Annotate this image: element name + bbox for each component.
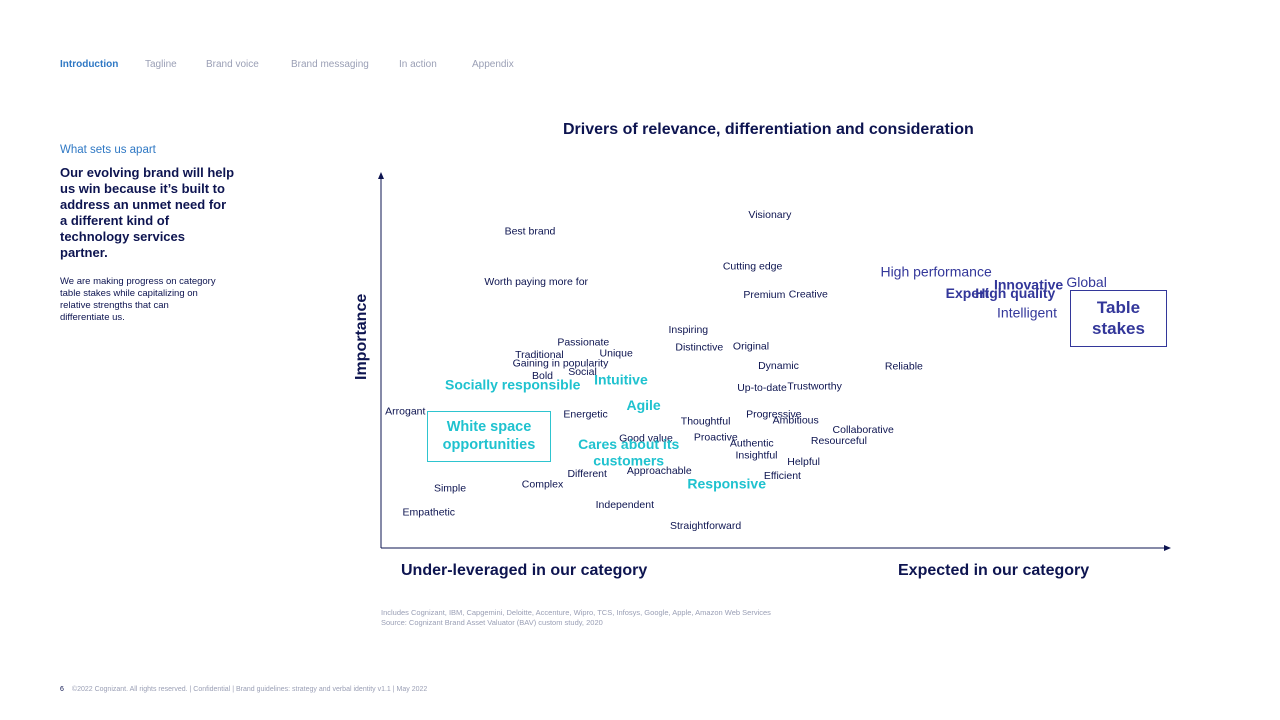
point-label-original: Original (733, 340, 769, 352)
point-label-best-brand: Best brand (505, 225, 556, 237)
white-space-opportunities-box: White space opportunities (427, 411, 551, 462)
point-label-premium: Premium (743, 289, 785, 301)
chart-title: Drivers of relevance, differentiation an… (563, 121, 974, 138)
point-label-traditional: Traditional (515, 349, 564, 361)
point-label-passionate: Passionate (557, 336, 609, 348)
tab-tagline[interactable]: Tagline (145, 59, 177, 70)
point-label-proactive: Proactive (694, 431, 738, 443)
point-label-reliable: Reliable (885, 360, 923, 372)
point-label-responsive: Responsive (687, 475, 766, 491)
point-label-simple: Simple (434, 483, 466, 495)
x-axis-label-right: Expected in our category (898, 562, 1090, 579)
point-label-approachable: Approachable (627, 465, 692, 477)
notes-companies: Includes Cognizant, IBM, Capgemini, Delo… (381, 608, 771, 617)
tab-introduction[interactable]: Introduction (60, 59, 119, 70)
point-label-cares-about-its-customers: Cares about its customers (578, 436, 679, 468)
point-label-complex: Complex (522, 478, 564, 490)
point-label-energetic: Energetic (563, 409, 607, 421)
point-label-helpful: Helpful (787, 456, 820, 468)
point-label-different: Different (567, 468, 607, 480)
point-label-creative: Creative (789, 288, 828, 300)
y-axis-arrow (378, 172, 384, 179)
sidebar-body: We are making progress on category table… (60, 276, 216, 323)
sidebar-kicker: What sets us apart (60, 144, 156, 156)
point-label-innovative: Innovative (994, 277, 1063, 293)
point-label-arrogant: Arrogant (385, 406, 425, 418)
point-label-efficient: Efficient (764, 470, 801, 482)
point-label-visionary: Visionary (748, 209, 792, 221)
point-label-empathetic: Empathetic (403, 506, 456, 518)
tab-appendix[interactable]: Appendix (472, 59, 514, 70)
tab-brand-voice[interactable]: Brand voice (206, 59, 259, 70)
point-label-intelligent: Intelligent (997, 305, 1057, 321)
footer: 6 ©2022 Cognizant. All rights reserved. |… (60, 686, 427, 693)
point-label-independent: Independent (596, 499, 654, 511)
footer-text: ©2022 Cognizant. All rights reserved. | … (71, 686, 428, 693)
point-label-insightful: Insightful (735, 449, 777, 461)
point-label-dynamic: Dynamic (758, 360, 799, 372)
page-number: 6 (60, 686, 64, 693)
tab-brand-messaging[interactable]: Brand messaging (291, 59, 369, 70)
point-label-distinctive: Distinctive (675, 342, 723, 354)
point-label-trustworthy: Trustworthy (787, 380, 842, 392)
point-label-collaborative: Collaborative (833, 424, 894, 436)
point-label-thoughtful: Thoughtful (681, 415, 731, 427)
table-stakes-box: Table stakes (1070, 290, 1167, 347)
point-label-high-performance: High performance (880, 263, 991, 279)
chart-notes: Includes Cognizant, IBM, Capgemini, Delo… (381, 608, 771, 628)
point-label-resourceful: Resourceful (811, 435, 867, 447)
point-label-ambitious: Ambitious (773, 414, 819, 426)
x-axis-label-left: Under-leveraged in our category (401, 562, 648, 579)
point-label-inspiring: Inspiring (668, 324, 708, 336)
point-labels: Visionary Best brand Cutting edge Worth pay… (385, 209, 1107, 532)
point-label-expert: Expert (946, 285, 990, 301)
x-axis-arrow (1164, 545, 1171, 551)
point-label-straightforward: Straightforward (670, 520, 741, 532)
notes-source: Source: Cognizant Brand Asset Valuator (… (381, 618, 603, 627)
sidebar-headline: Our evolving brand will help us win beca… (60, 165, 235, 260)
point-label-agile: Agile (626, 397, 660, 413)
point-label-up-to-date: Up-to-date (737, 382, 787, 394)
point-label-global: Global (1066, 274, 1106, 290)
axes (378, 172, 1171, 551)
point-label-cutting-edge: Cutting edge (723, 261, 783, 273)
point-label-good-value: Good value (619, 433, 673, 445)
point-label-worth-paying-more-for: Worth paying more for (484, 276, 588, 288)
tab-in-action[interactable]: In action (399, 59, 437, 70)
point-label-unique: Unique (600, 348, 633, 360)
point-label-socially-responsible: Socially responsible (445, 377, 581, 393)
point-label-gaining-in-popularity: Gaining in popularity (513, 357, 609, 369)
point-label-intuitive: Intuitive (594, 372, 648, 388)
point-label-bold: Bold (532, 370, 553, 382)
point-label-social: Social (568, 366, 597, 378)
point-label-high-quality: High quality (975, 285, 1055, 301)
point-label-authentic: Authentic (730, 437, 774, 449)
point-label-progressive: Progressive (746, 409, 802, 421)
